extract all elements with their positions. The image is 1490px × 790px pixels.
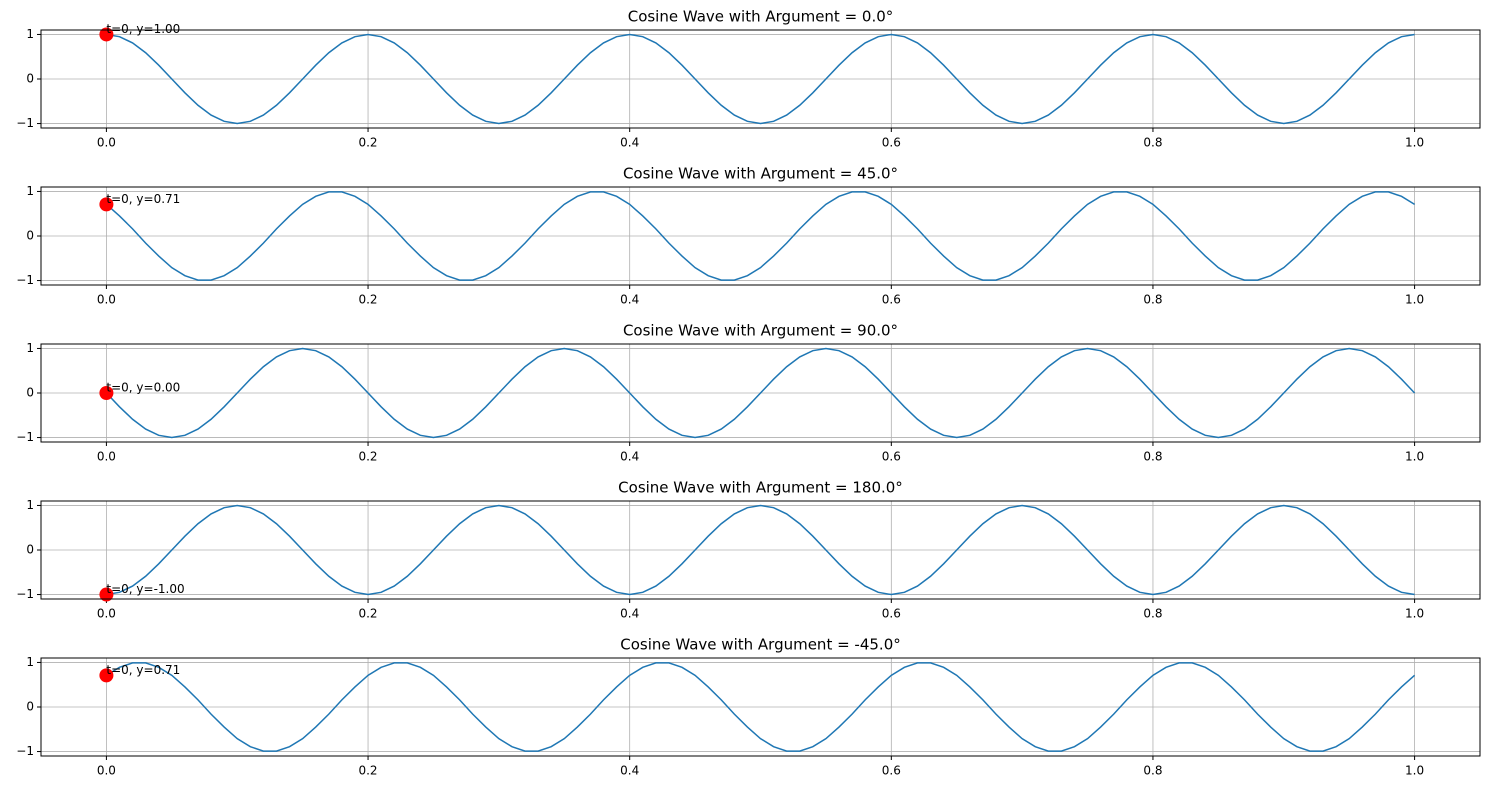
x-tick-label: 0.0 xyxy=(97,450,116,464)
marker xyxy=(99,27,114,42)
x-tick-label: 0.4 xyxy=(620,607,639,621)
marker xyxy=(99,668,114,683)
annotation: t=0, y=0.71 xyxy=(106,192,180,206)
y-tick-label: 1 xyxy=(26,498,34,512)
x-tick-label: 0.8 xyxy=(1143,764,1162,778)
x-tick-label: 0.4 xyxy=(620,764,639,778)
y-tick-label: 1 xyxy=(26,27,34,41)
chart-title: Cosine Wave with Argument = -45.0° xyxy=(620,636,901,654)
x-tick-label: 0.8 xyxy=(1143,450,1162,464)
chart-title: Cosine Wave with Argument = 180.0° xyxy=(618,479,903,497)
y-tick-label: 0 xyxy=(26,700,34,714)
x-tick-label: 0.6 xyxy=(882,764,901,778)
wave-line xyxy=(106,33,1415,125)
x-tick-label: 0.2 xyxy=(358,607,377,621)
wave-line xyxy=(105,347,1416,439)
marker xyxy=(99,197,114,212)
wave-line xyxy=(106,504,1415,596)
chart-title: Cosine Wave with Argument = 90.0° xyxy=(623,322,898,340)
y-tick-label: 0 xyxy=(26,72,34,86)
x-tick-label: 1.0 xyxy=(1405,136,1424,150)
x-tick-label: 0.6 xyxy=(882,293,901,307)
x-tick-label: 0.2 xyxy=(358,293,377,307)
x-tick-label: 1.0 xyxy=(1405,293,1424,307)
y-tick-label: 1 xyxy=(26,655,34,669)
x-tick-label: 0.4 xyxy=(620,136,639,150)
x-tick-label: 0.0 xyxy=(97,764,116,778)
annotation: t=0, y=0.00 xyxy=(106,381,180,395)
y-tick-label: −1 xyxy=(16,744,34,758)
x-tick-label: 0.2 xyxy=(358,136,377,150)
annotation: t=0, y=-1.00 xyxy=(106,582,184,596)
axes-frame xyxy=(40,29,1481,129)
x-tick-label: 0.8 xyxy=(1143,293,1162,307)
marker xyxy=(99,587,114,602)
y-tick-label: 0 xyxy=(26,543,34,557)
x-tick-label: 0.2 xyxy=(358,764,377,778)
y-tick-label: −1 xyxy=(16,430,34,444)
x-tick-label: 0.2 xyxy=(358,450,377,464)
x-tick-label: 0.0 xyxy=(97,136,116,150)
chart-title: Cosine Wave with Argument = 45.0° xyxy=(623,165,898,183)
x-tick-label: 1.0 xyxy=(1405,607,1424,621)
y-tick-label: 1 xyxy=(26,184,34,198)
x-tick-label: 0.8 xyxy=(1143,136,1162,150)
x-tick-label: 0.8 xyxy=(1143,607,1162,621)
wave-line xyxy=(105,191,1415,281)
y-tick-label: 0 xyxy=(26,386,34,400)
axes-frame xyxy=(40,186,1481,286)
x-tick-label: 0.4 xyxy=(620,450,639,464)
x-tick-label: 0.4 xyxy=(620,293,639,307)
y-tick-label: −1 xyxy=(16,116,34,130)
x-tick-label: 1.0 xyxy=(1405,450,1424,464)
y-tick-label: −1 xyxy=(16,587,34,601)
x-tick-label: 1.0 xyxy=(1405,764,1424,778)
axes-frame xyxy=(40,500,1481,600)
axes-frame xyxy=(40,657,1481,757)
annotation: t=0, y=1.00 xyxy=(106,22,180,36)
y-tick-label: 1 xyxy=(26,341,34,355)
y-tick-label: 0 xyxy=(26,229,34,243)
x-tick-label: 0.6 xyxy=(882,607,901,621)
x-tick-label: 0.6 xyxy=(882,136,901,150)
y-tick-label: −1 xyxy=(16,273,34,287)
x-tick-label: 0.6 xyxy=(882,450,901,464)
marker xyxy=(99,386,114,400)
chart-title: Cosine Wave with Argument = 0.0° xyxy=(628,8,894,26)
axes-frame xyxy=(40,343,1481,443)
wave-line xyxy=(106,662,1416,752)
x-tick-label: 0.0 xyxy=(97,293,116,307)
annotation: t=0, y=0.71 xyxy=(106,663,180,677)
x-tick-label: 0.0 xyxy=(97,607,116,621)
